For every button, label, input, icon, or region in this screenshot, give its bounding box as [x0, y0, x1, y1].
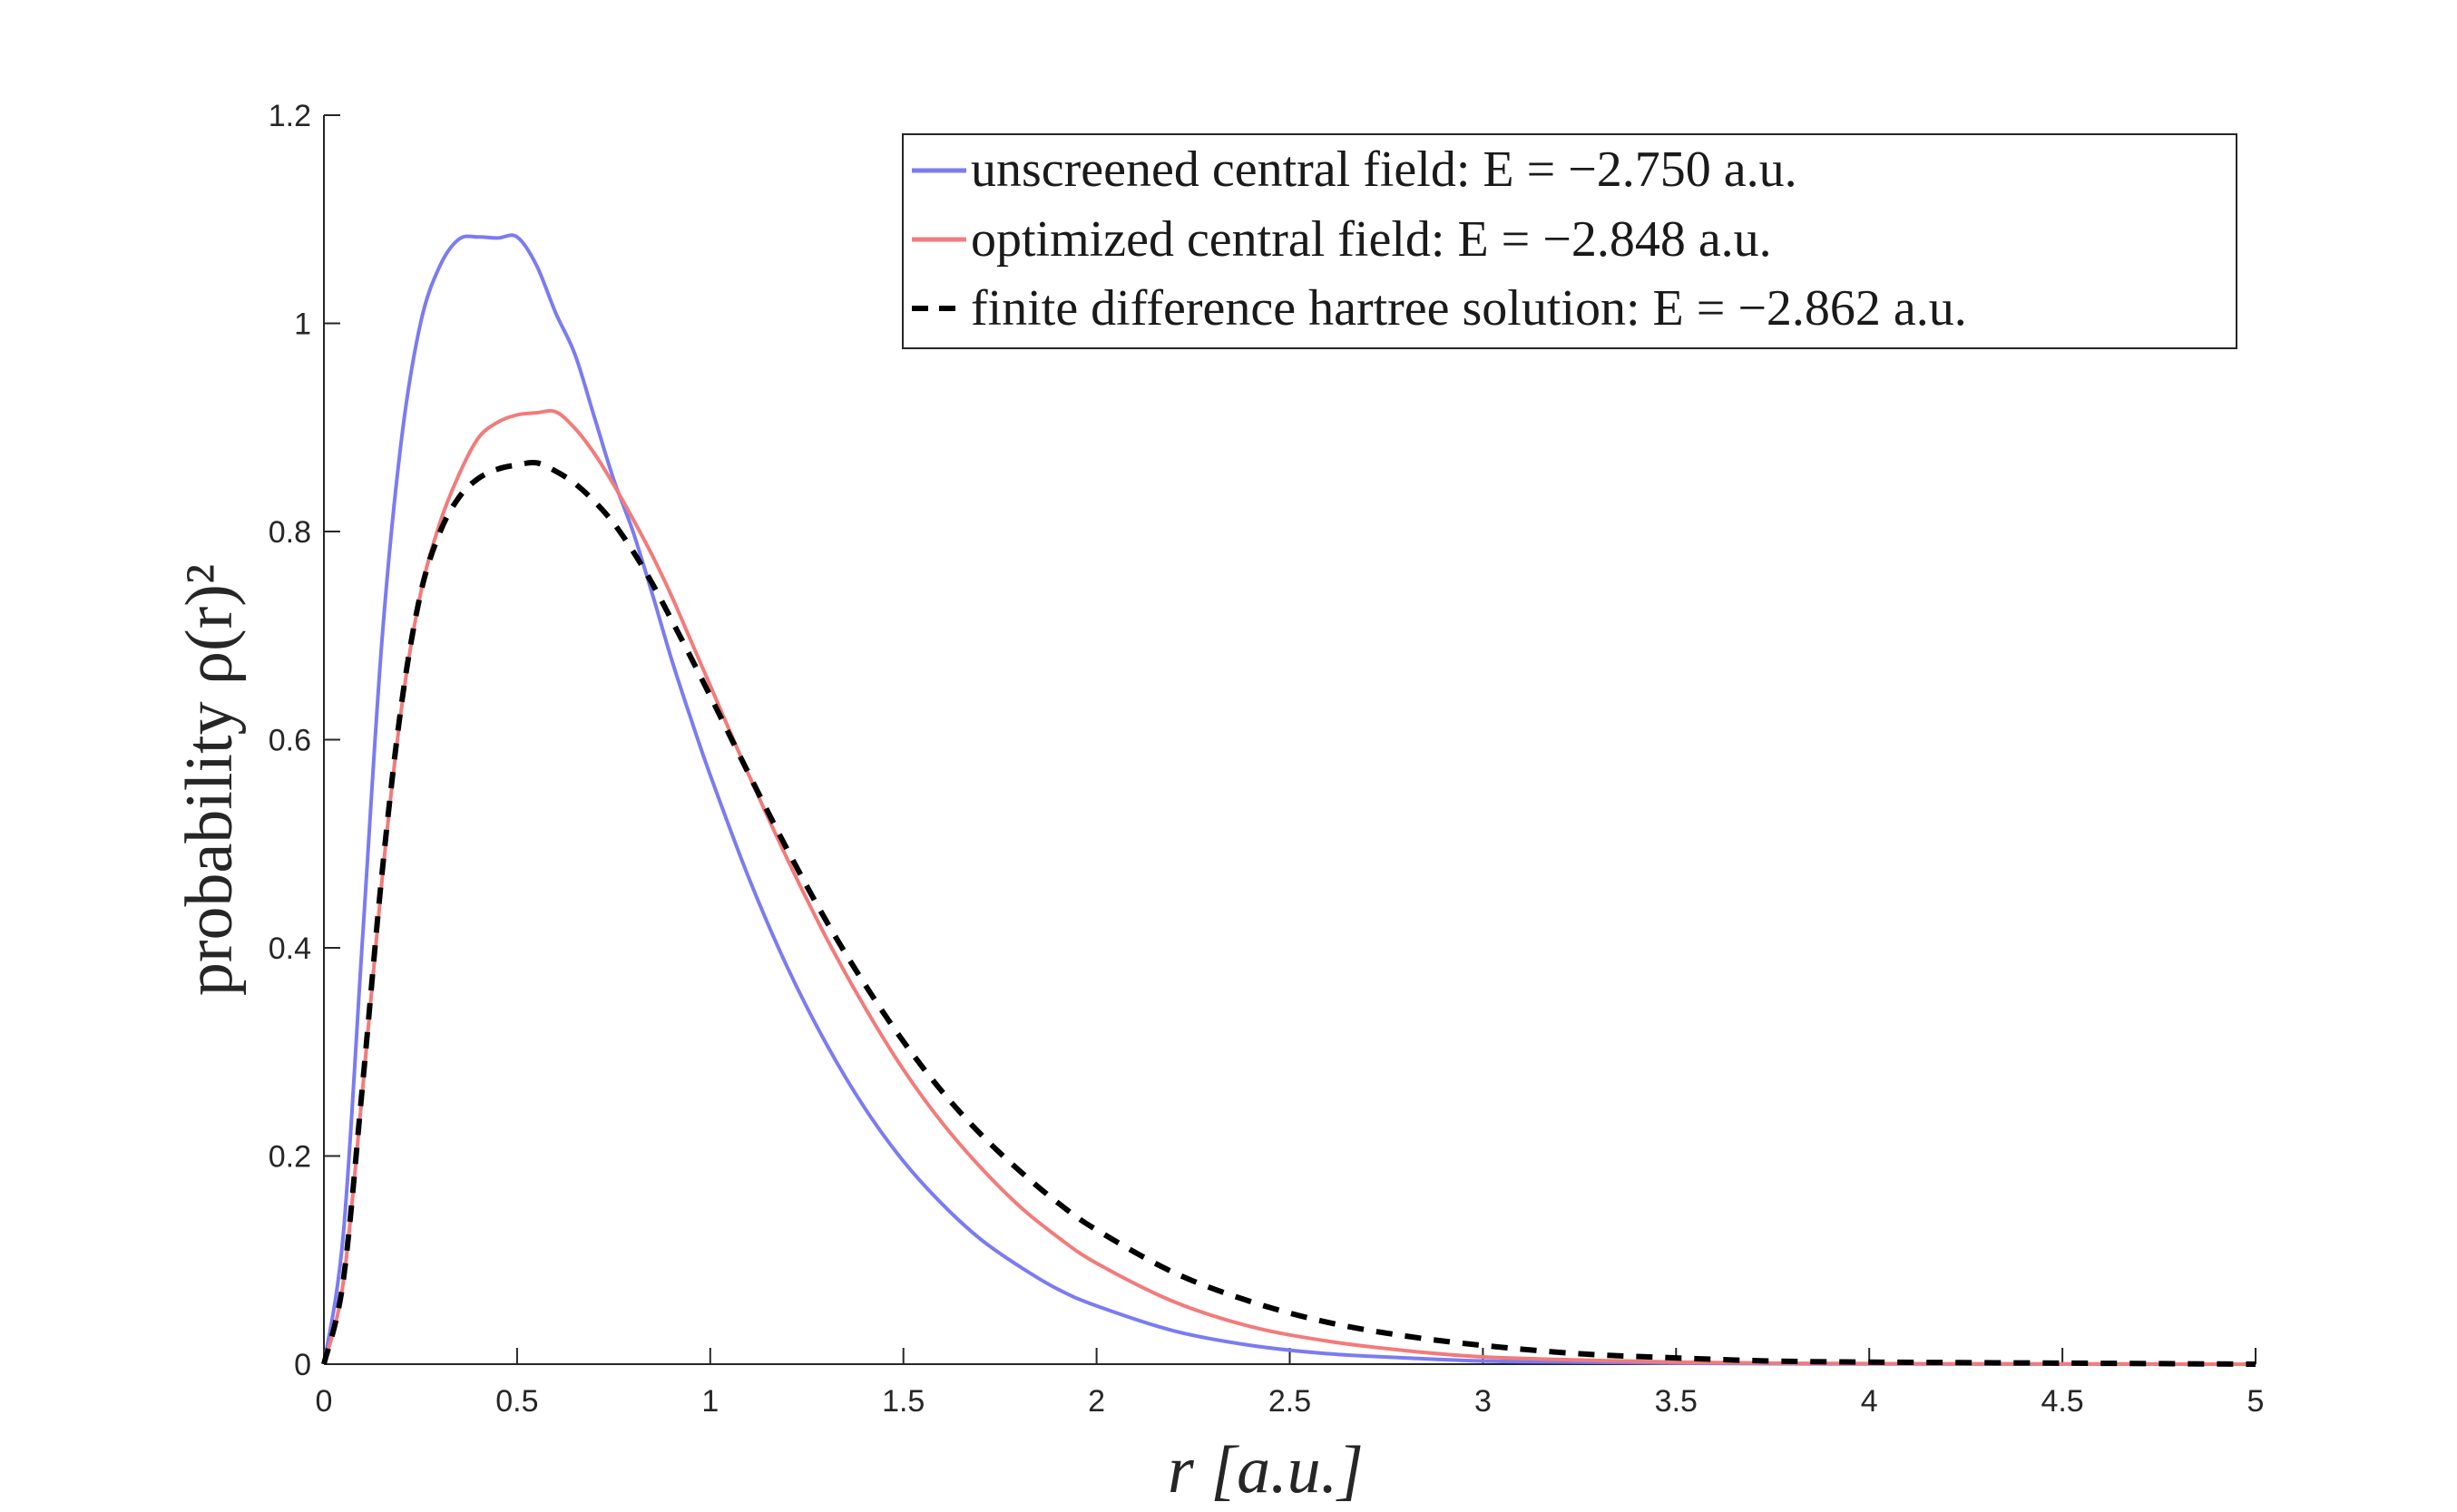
y-axis-title: probability ρ(r)²	[172, 564, 247, 996]
series-line-hartree	[321, 459, 2256, 1367]
legend-label-optimized: optimized central field: E = −2.848 a.u.	[971, 211, 1772, 268]
x-tick-label: 5	[2247, 1384, 2265, 1419]
series-line-unscreened	[322, 233, 2256, 1366]
legend-box	[902, 133, 2237, 349]
y-tick-label: 0.2	[269, 1140, 311, 1175]
legend: unscreened central field: E = −2.750 a.u…	[902, 133, 2237, 349]
plot-lines	[321, 233, 2256, 1367]
y-tick-label: 0	[294, 1348, 311, 1382]
x-tick-label: 2.5	[1268, 1384, 1311, 1419]
legend-label-unscreened: unscreened central field: E = −2.750 a.u…	[971, 141, 1797, 198]
x-tick-label: 0	[316, 1384, 333, 1419]
x-tick-label: 3.5	[1655, 1384, 1698, 1419]
tick-labels: 0 0.5 1 1.5 2 2.5 3 3.5 4 4.5 5 0 0.2 0.4 0.6 0.8 1 1.2	[269, 99, 2265, 1419]
y-tick-label: 1.2	[269, 99, 311, 133]
x-tick-label: 0.5	[495, 1384, 538, 1419]
legend-label-hartree: finite difference hartree solution: E = …	[971, 280, 1967, 337]
x-tick-label: 4.5	[2041, 1384, 2083, 1419]
y-tick-label: 0.8	[269, 515, 311, 550]
y-tick-label: 0.4	[269, 932, 311, 966]
x-tick-label: 2	[1088, 1384, 1105, 1419]
x-tick-label: 1.5	[882, 1384, 925, 1419]
y-tick-label: 0.6	[269, 724, 311, 758]
series-line-optimized	[322, 408, 2256, 1366]
x-axis-title: r [a.u.]	[1168, 1433, 1364, 1507]
y-tick-label: 1	[294, 307, 311, 342]
x-tick-label: 4	[1861, 1384, 1878, 1419]
x-tick-label: 3	[1474, 1384, 1492, 1419]
x-tick-label: 1	[701, 1384, 719, 1419]
